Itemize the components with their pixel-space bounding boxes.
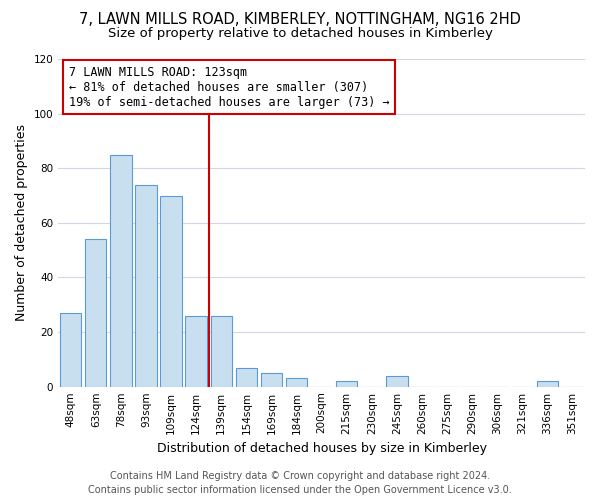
Bar — [60, 313, 82, 386]
Bar — [85, 239, 106, 386]
X-axis label: Distribution of detached houses by size in Kimberley: Distribution of detached houses by size … — [157, 442, 487, 455]
Bar — [211, 316, 232, 386]
Bar — [136, 184, 157, 386]
Bar — [386, 376, 407, 386]
Text: Size of property relative to detached houses in Kimberley: Size of property relative to detached ho… — [107, 28, 493, 40]
Bar — [160, 196, 182, 386]
Text: 7 LAWN MILLS ROAD: 123sqm
← 81% of detached houses are smaller (307)
19% of semi: 7 LAWN MILLS ROAD: 123sqm ← 81% of detac… — [69, 66, 389, 108]
Text: Contains HM Land Registry data © Crown copyright and database right 2024.
Contai: Contains HM Land Registry data © Crown c… — [88, 471, 512, 495]
Bar — [261, 373, 282, 386]
Text: 7, LAWN MILLS ROAD, KIMBERLEY, NOTTINGHAM, NG16 2HD: 7, LAWN MILLS ROAD, KIMBERLEY, NOTTINGHA… — [79, 12, 521, 28]
Bar — [537, 381, 558, 386]
Bar — [185, 316, 207, 386]
Bar — [336, 381, 358, 386]
Bar — [110, 154, 131, 386]
Y-axis label: Number of detached properties: Number of detached properties — [15, 124, 28, 322]
Bar — [286, 378, 307, 386]
Bar — [236, 368, 257, 386]
